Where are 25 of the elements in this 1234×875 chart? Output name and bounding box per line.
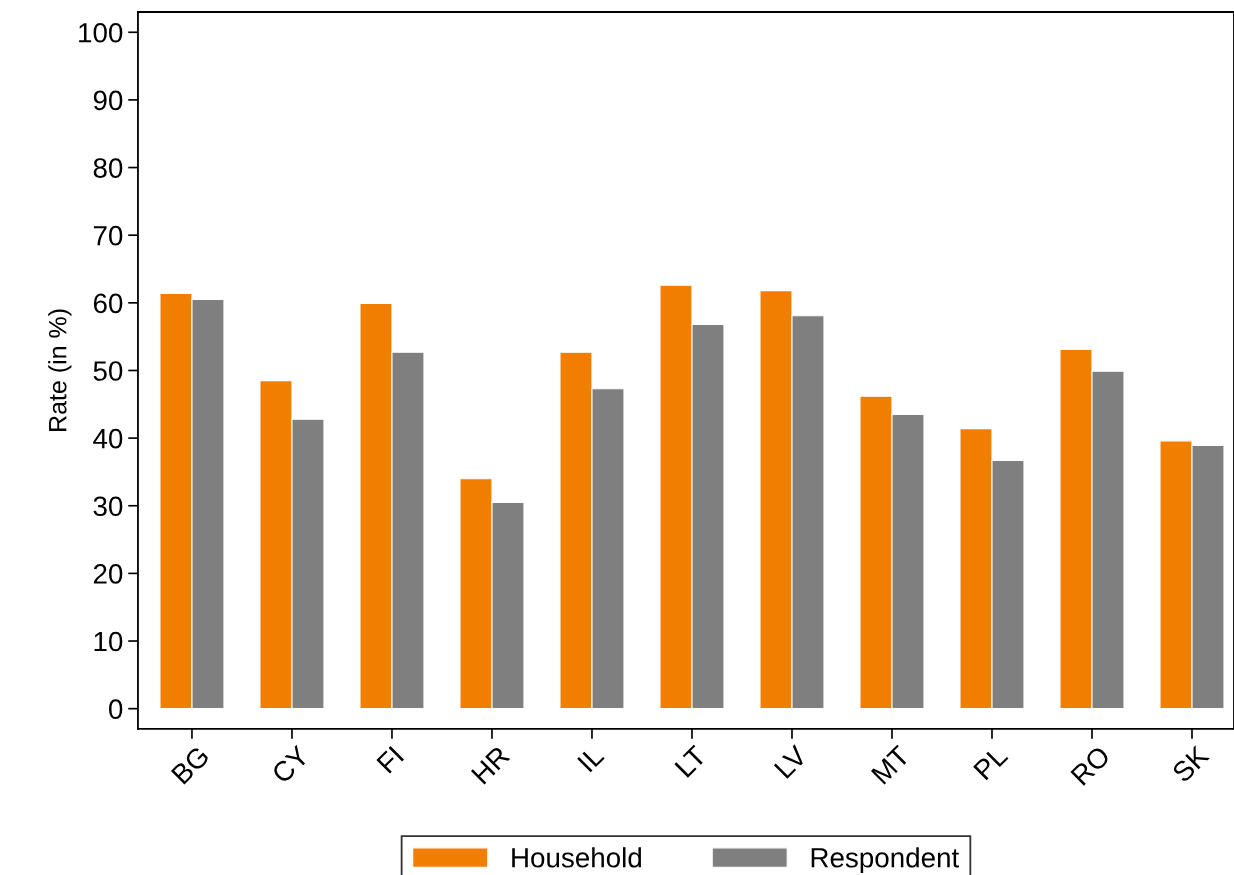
y-tick-label: 30 [93, 496, 123, 517]
y-tick-label: 100 [79, 22, 123, 43]
y-tick-label: 70 [93, 225, 123, 246]
y-tick-label: 50 [93, 361, 123, 381]
y-tick-label: 40 [93, 428, 123, 449]
y-axis-title: Rate (in %) [48, 309, 72, 431]
x-tick-label: BG [170, 745, 210, 785]
x-tick-label: HR [470, 745, 511, 785]
legend-label: Respondent [811, 847, 960, 874]
x-tick-label: PL [973, 744, 1009, 781]
x-tick-label: RO [1070, 745, 1112, 786]
y-tick-label: 60 [93, 293, 123, 314]
y-tick-label: 20 [93, 564, 123, 584]
y-tick-label: 90 [93, 90, 123, 111]
x-tick-label: MT [870, 744, 911, 785]
y-tick-label: 0 [109, 699, 123, 720]
legend-label: Household [512, 847, 641, 868]
x-tick-label: FI [376, 746, 404, 774]
x-tick-label: LV [773, 744, 809, 779]
x-tick-label: CY [270, 744, 311, 785]
x-tick-label: LT [674, 744, 708, 778]
x-tick-label: SK [1171, 744, 1211, 784]
y-tick-label: 10 [94, 631, 123, 652]
x-tick-label: IL [577, 744, 605, 773]
y-tick-label: 80 [93, 158, 123, 178]
